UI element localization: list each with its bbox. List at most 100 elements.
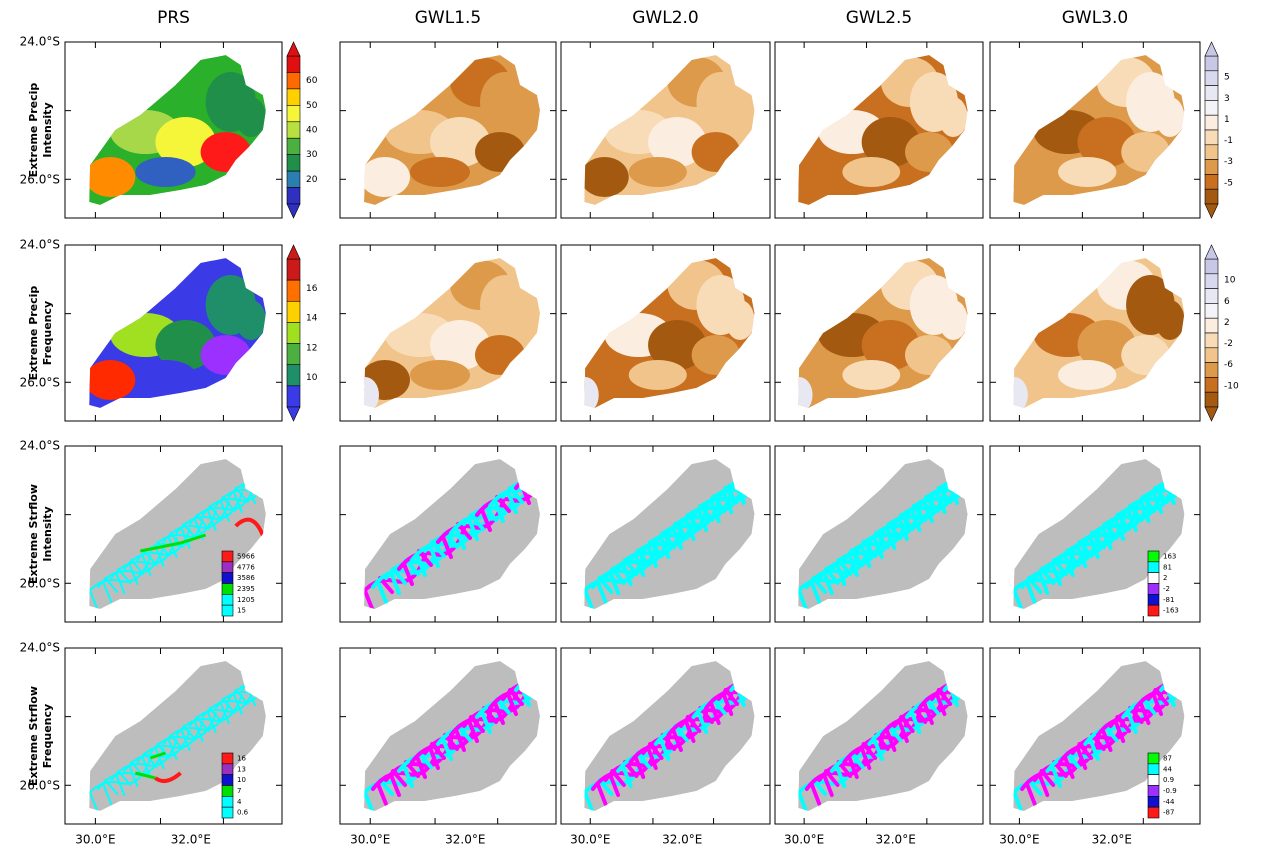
colorbar-swatch: [1205, 174, 1218, 189]
colorbar-swatch: [222, 764, 233, 775]
colorbar-swatch: [222, 594, 233, 605]
region: [629, 157, 687, 187]
map-panel: 30.0°E 32.0°E: [775, 641, 1020, 847]
colorbar: 531-1-3-5: [1205, 42, 1233, 218]
colorbar-swatch: [222, 562, 233, 573]
colorbar-arrow: [1205, 204, 1218, 218]
colorbar-label: 3586: [237, 574, 255, 582]
colorbar-label: 5: [1224, 73, 1230, 83]
colorbar-swatch: [1148, 796, 1159, 807]
colorbar-label: 7: [237, 787, 241, 795]
row-label: Extreme PrecipIntensity: [27, 83, 54, 178]
lon-label: 32.0°E: [171, 833, 211, 847]
colorbar-label: 16: [237, 754, 246, 762]
colorbar-swatch: [287, 89, 300, 105]
lon-label: 32.0°E: [875, 833, 915, 847]
region: [1155, 97, 1184, 137]
colorbar-label: 12: [306, 343, 317, 353]
colorbar-arrow: [287, 42, 300, 56]
region: [85, 157, 135, 197]
colorbar-label: 10: [306, 373, 318, 383]
region: [410, 157, 470, 187]
colorbar-label: 44: [1163, 765, 1172, 773]
colorbar-swatch: [287, 365, 300, 386]
lon-label: 30.0°E: [75, 833, 115, 847]
colorbar-swatch: [1148, 562, 1159, 573]
region: [1155, 300, 1184, 340]
map-panel: [65, 245, 282, 421]
lat-label: 24.0°S: [20, 238, 60, 252]
colorbar-label: 50: [306, 101, 318, 111]
colorbar-label: -87: [1163, 809, 1174, 817]
lat-label: 26.0°S: [20, 577, 60, 591]
colorbar-label: -10: [1224, 381, 1239, 391]
map-panel: [561, 439, 807, 622]
colorbar-label: -6: [1224, 360, 1233, 370]
colorbar-swatch: [222, 775, 233, 786]
colorbar-label: 10: [1224, 276, 1236, 286]
colorbar-label: 3: [1224, 94, 1230, 104]
colorbar-swatch: [1205, 289, 1218, 304]
row: Extreme PrecipIntensity 24.0°S 26.0°S: [20, 35, 60, 187]
colorbar-swatch: [1148, 551, 1159, 562]
colorbar-swatch: [1205, 303, 1218, 318]
colorbar-label: -2: [1224, 339, 1233, 349]
colorbar-label: 163: [1163, 552, 1176, 560]
lat-label: 26.0°S: [20, 173, 60, 187]
colorbar-label: 40: [306, 126, 318, 136]
row: Extreme StrflowFrequency24.0°S26.0°S: [20, 641, 60, 793]
colorbar-swatch: [287, 138, 300, 154]
figure: PRSGWL1.5GWL2.0GWL2.5GWL3.0Extreme Preci…: [0, 0, 1262, 854]
map-panel: [990, 42, 1200, 218]
colorbar-label: 81: [1163, 563, 1172, 571]
colorbar-swatch: [1205, 56, 1218, 71]
map-panel: [561, 42, 770, 218]
colorbar-swatch: [222, 753, 233, 764]
colorbar-swatch: [222, 573, 233, 584]
map-panel: [775, 245, 983, 421]
colorbar-label: 0.6: [237, 809, 249, 817]
region: [1009, 157, 1058, 197]
colorbar-swatch: [287, 386, 300, 407]
lon-label: 32.0°E: [445, 833, 485, 847]
map-panel: 30.0°E 32.0°E: [65, 641, 320, 847]
lon-label: 30.0°E: [999, 833, 1039, 847]
lat-label: 24.0°S: [20, 641, 60, 655]
colorbar-swatch: [287, 322, 300, 343]
lon-label: 30.0°E: [784, 833, 824, 847]
colorbar-label: 2: [1224, 318, 1230, 328]
colorbar-swatch: [1205, 71, 1218, 86]
map-panel: [65, 439, 320, 622]
colorbar-swatch: [1205, 318, 1218, 333]
row-label-line: Intensity: [41, 102, 54, 157]
region: [629, 360, 687, 390]
colorbar-label: -44: [1163, 798, 1175, 806]
row-label-line: Extreme Precip: [27, 83, 40, 178]
colorbar-arrow: [287, 204, 300, 218]
colorbar-label: 6: [1224, 297, 1230, 307]
column-title: GWL2.5: [846, 8, 913, 28]
column-title: GWL3.0: [1062, 8, 1129, 28]
colorbar-label: 30: [306, 150, 318, 160]
column-title: GWL1.5: [415, 8, 482, 28]
colorbar-swatch: [287, 122, 300, 138]
map-panel: [340, 42, 556, 218]
region: [794, 157, 842, 197]
colorbar-swatch: [1205, 145, 1218, 160]
row-label-line: Frequency: [41, 301, 54, 365]
colorbar-label: 15: [237, 607, 246, 615]
lon-label: 30.0°E: [350, 833, 390, 847]
colorbar-swatch: [1205, 392, 1218, 407]
column-title: PRS: [157, 8, 190, 28]
colorbar-label: 5966: [237, 552, 255, 560]
colorbar-label: 2395: [237, 585, 255, 593]
map-panel: [990, 439, 1237, 622]
lat-label: 24.0°S: [20, 35, 60, 49]
colorbar-arrow: [1205, 407, 1218, 421]
colorbar-swatch: [222, 807, 233, 818]
region: [510, 97, 540, 137]
colorbar-label: -81: [1163, 596, 1174, 604]
region: [236, 300, 266, 340]
